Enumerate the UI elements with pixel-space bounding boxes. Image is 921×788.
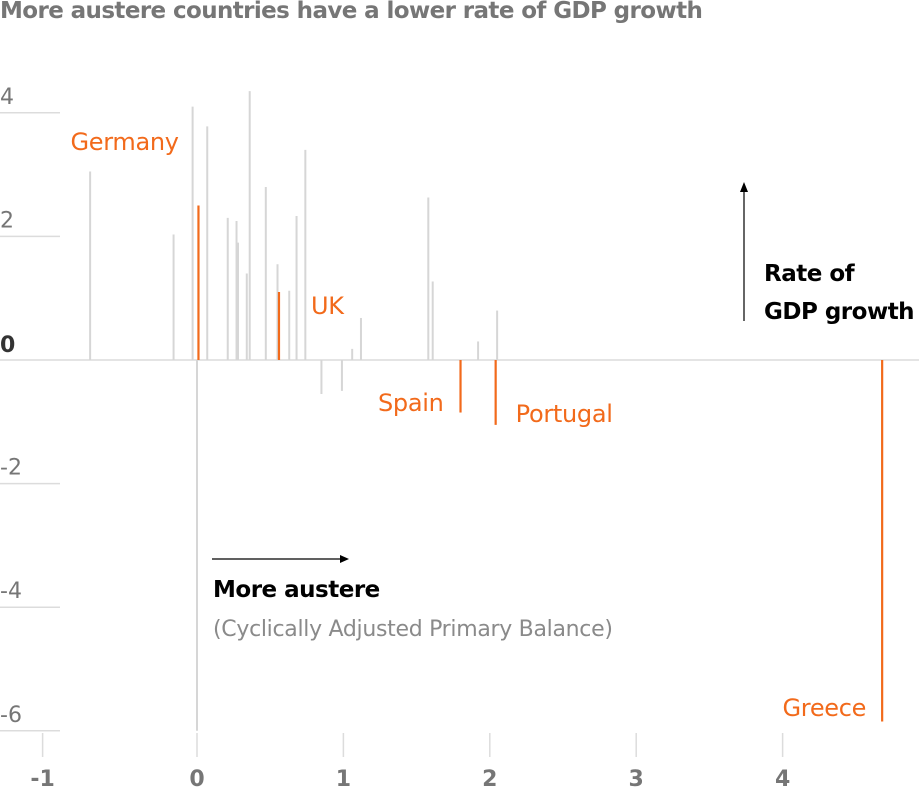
y-axis-annotation: Rate of GDP growth: [740, 182, 915, 325]
country-label-germany: Germany: [70, 128, 178, 156]
y-axis-label-line1: Rate of: [764, 261, 856, 287]
y-tick-labels: 4 2 0 -2 -4 -6: [0, 85, 22, 728]
y-tick-label: 2: [0, 208, 14, 233]
y-tick-label: -4: [0, 579, 22, 604]
x-axis-annotation: More austere (Cyclically Adjusted Primar…: [212, 555, 613, 642]
x-axis-label: More austere: [213, 577, 380, 603]
x-tick-label: 0: [189, 767, 204, 788]
country-label-greece: Greece: [783, 694, 867, 722]
x-tick-label: -1: [30, 767, 54, 788]
country-label-uk: UK: [311, 292, 345, 320]
chart-title: More austere countries have a lower rate…: [0, 0, 703, 24]
y-tick-label: 0: [0, 333, 15, 358]
x-arrow-head: [340, 555, 349, 563]
country-label-spain: Spain: [378, 389, 444, 417]
x-tick-label: 2: [482, 767, 497, 788]
y-tick-label: -6: [0, 703, 22, 728]
x-tick-label: 4: [775, 767, 790, 788]
y-axis-label-line2: GDP growth: [764, 299, 914, 325]
x-tick-label: 3: [629, 767, 644, 788]
x-axis: -1 0 1 2 3 4: [30, 733, 790, 788]
x-axis-sublabel: (Cyclically Adjusted Primary Balance): [213, 617, 613, 642]
y-tick-label: -2: [0, 456, 22, 481]
y-tick-label: 4: [0, 85, 14, 110]
country-label-portugal: Portugal: [516, 400, 613, 428]
y-arrow-head: [740, 182, 748, 192]
highlighted-countries: Germany UK Spain Portugal Greece: [70, 128, 884, 722]
x-tick-label: 1: [336, 767, 351, 788]
other-countries-stems: [89, 91, 499, 731]
